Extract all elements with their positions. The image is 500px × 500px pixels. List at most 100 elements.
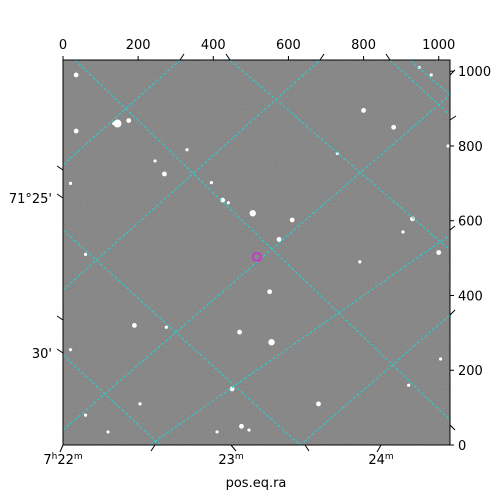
right-axis: 0 200 400 600 800 1000	[450, 65, 491, 454]
star-5	[162, 171, 167, 177]
coordinate-grid	[63, 60, 450, 445]
world-tick-11	[449, 225, 456, 231]
ra-tick-label-1: 23m	[218, 452, 243, 468]
star-27	[316, 401, 321, 407]
star-25	[267, 289, 273, 295]
right-tick-label-5: 1000	[458, 65, 491, 80]
star-13	[391, 124, 397, 130]
right-tick-label-4: 800	[458, 140, 483, 155]
star-24	[268, 339, 275, 346]
star-21	[131, 322, 137, 328]
plot-area	[62, 59, 451, 446]
grid-line-7	[229, 60, 450, 251]
star-20	[83, 252, 88, 256]
grid-line-2	[63, 94, 450, 431]
world-tick-13	[449, 424, 456, 431]
world-axis-ticks	[56, 53, 457, 453]
ra-tick-label-0: 7h22m	[43, 452, 82, 468]
star-28	[239, 423, 244, 429]
grid-line-6	[74, 60, 450, 421]
grid-line-10	[63, 354, 161, 445]
star-16	[446, 144, 450, 148]
ra-tick-label-2: 24m	[368, 452, 393, 468]
star-2	[126, 118, 132, 123]
star-14	[410, 216, 415, 222]
star-8	[226, 201, 230, 205]
world-tick-12	[449, 309, 456, 316]
star-10	[289, 217, 295, 223]
star-32	[138, 402, 142, 406]
star-38	[407, 383, 411, 387]
star-12	[361, 108, 366, 113]
star-3	[73, 128, 79, 134]
world-tick-15	[319, 53, 325, 61]
grid-line-0	[63, 60, 181, 166]
marker-layer	[251, 252, 262, 262]
star-40	[185, 148, 189, 152]
plot-frame	[62, 59, 451, 446]
world-tick-1	[230, 444, 237, 452]
world-tick-2	[376, 444, 382, 453]
top-tick-label-4: 800	[351, 38, 376, 53]
star-34	[335, 151, 339, 156]
star-4	[153, 159, 157, 163]
star-33	[112, 121, 116, 126]
world-tick-9	[449, 69, 456, 76]
top-tick-label-5: 1000	[422, 38, 455, 53]
star-7	[220, 197, 226, 203]
star-19	[68, 181, 73, 185]
top-axis: 0 200 400 600 800 1000	[59, 38, 455, 60]
right-tick-label-0: 0	[458, 439, 466, 454]
star-37	[439, 357, 443, 361]
star-41	[83, 413, 88, 417]
target-marker	[251, 252, 262, 262]
ra-tick-0-text: 7h22m	[43, 452, 82, 468]
star-1	[113, 119, 122, 128]
dec-tick-label-1: 30'	[32, 347, 52, 362]
grid-line-5	[409, 60, 450, 96]
world-tick-5	[56, 165, 64, 171]
stars-layer	[68, 65, 450, 434]
top-tick-label-3: 600	[276, 38, 301, 53]
world-tick-4	[304, 444, 310, 452]
world-tick-7	[56, 315, 64, 321]
star-17	[429, 73, 433, 77]
ra-tick-1-text: 23m	[218, 452, 243, 468]
star-36	[401, 230, 405, 234]
world-tick-0	[59, 444, 64, 453]
dec-tick-label-0: 71°25'	[9, 192, 52, 207]
world-tick-16	[225, 53, 231, 61]
right-tick-label-2: 400	[458, 289, 483, 304]
star-11	[276, 237, 282, 242]
x-axis-label: pos.eq.ra	[226, 476, 287, 491]
right-tick-label-1: 200	[458, 364, 483, 379]
top-tick-label-0: 0	[59, 38, 67, 53]
top-tick-label-2: 400	[201, 38, 226, 53]
star-9	[249, 210, 256, 217]
world-tick-17	[385, 53, 391, 61]
right-tick-label-3: 600	[458, 215, 483, 230]
star-31	[106, 430, 110, 434]
world-tick-10	[449, 115, 457, 121]
world-tick-3	[150, 444, 156, 452]
star-23	[237, 329, 242, 335]
grid-line-8	[389, 60, 450, 116]
grid-line-3	[149, 234, 450, 445]
star-30	[68, 348, 73, 352]
grid-line-9	[63, 229, 301, 445]
grid-line-4	[299, 314, 450, 445]
star-6	[209, 181, 214, 185]
star-15	[436, 250, 442, 255]
star-35	[358, 260, 362, 264]
star-39	[215, 430, 219, 434]
world-tick-8	[56, 348, 64, 354]
world-tick-14	[179, 53, 185, 61]
top-tick-label-1: 200	[126, 38, 151, 53]
star-0	[73, 72, 79, 78]
ra-tick-2-text: 24m	[368, 452, 393, 468]
star-26	[229, 386, 235, 392]
grid-line-1	[63, 60, 321, 291]
star-29	[247, 428, 251, 432]
star-22	[164, 325, 168, 329]
